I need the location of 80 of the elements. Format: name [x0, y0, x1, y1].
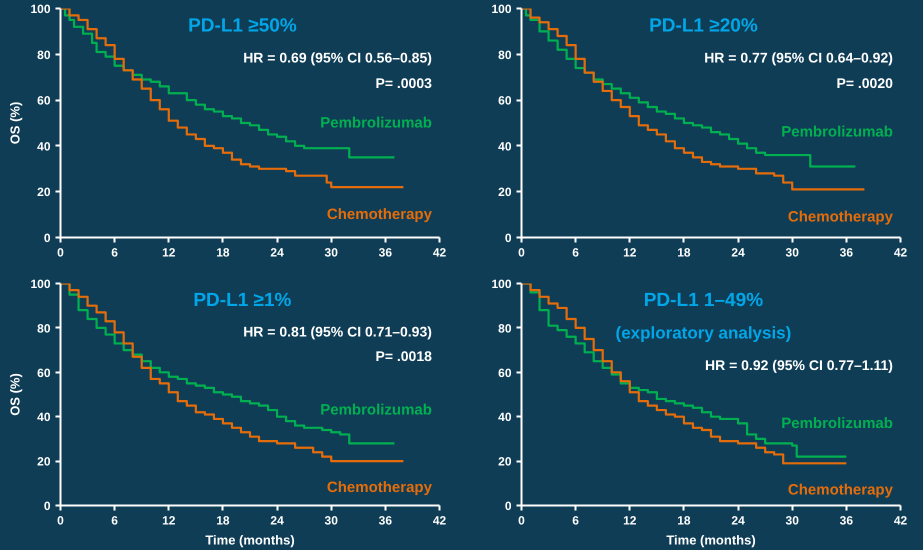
x-tick-label: 42: [894, 514, 908, 528]
x-tick-label: 24: [270, 246, 284, 260]
x-tick-label: 18: [216, 514, 230, 528]
x-tick-label: 0: [518, 514, 526, 528]
x-tick-label: 42: [894, 246, 908, 260]
y-tick-label: 20: [37, 185, 51, 200]
y-tick-label: 40: [498, 139, 512, 154]
y-tick-label: 100: [30, 277, 51, 291]
x-tick-label: 36: [840, 246, 854, 260]
x-axis-title: Time (months): [666, 532, 756, 548]
y-tick-label: 20: [498, 185, 512, 200]
x-tick-label: 12: [162, 246, 176, 260]
x-tick-label: 18: [677, 246, 691, 260]
x-tick-label: 6: [111, 246, 118, 260]
x-tick-label: 6: [572, 514, 580, 528]
annotation: P= .0020: [836, 74, 894, 91]
y-tick-label: 20: [498, 454, 512, 469]
chart-title: PD-L1 ≥20%: [649, 15, 758, 36]
annotation: HR = 0.92 (95% CI 0.77–1.11): [704, 356, 893, 373]
text: (exploratory analysis): [616, 323, 792, 342]
x-tick-label: 36: [840, 514, 854, 528]
y-tick-label: 40: [498, 410, 512, 424]
x-tick-label: 24: [270, 514, 284, 528]
y-tick-label: 100: [491, 277, 512, 291]
series-label: Pembrolizumab: [320, 402, 432, 419]
chart-title: PD-L1 ≥1%: [193, 290, 292, 312]
annotation: HR = 0.77 (95% CI 0.64–0.92): [704, 50, 893, 66]
series-label: Chemotherapy: [326, 206, 433, 224]
y-tick-label: 80: [37, 48, 51, 62]
series-label: Chemotherapy: [788, 481, 894, 498]
x-tick-label: 42: [432, 514, 446, 528]
y-axis-title: OS (%): [7, 373, 22, 416]
x-tick-label: 0: [57, 514, 64, 528]
y-tick-label: 80: [498, 321, 512, 336]
y-tick-label: 80: [498, 48, 512, 62]
annotation: HR = 0.81 (95% CI 0.71–0.93): [243, 323, 432, 340]
y-tick-label: 80: [37, 321, 51, 336]
x-tick-label: 12: [162, 514, 176, 528]
x-tick-label: 30: [324, 246, 338, 260]
y-tick-label: 40: [37, 139, 51, 154]
series-label: Pembrolizumab: [781, 414, 893, 432]
y-tick-label: 60: [37, 366, 51, 380]
series-label: Pembrolizumab: [320, 114, 432, 132]
x-tick-label: 30: [324, 514, 338, 528]
x-tick-label: 6: [111, 514, 118, 528]
y-tick-label: 0: [44, 231, 51, 245]
x-tick-label: 12: [623, 246, 637, 260]
x-tick-label: 30: [786, 514, 800, 528]
y-tick-label: 60: [498, 366, 512, 380]
x-tick-label: 36: [378, 246, 392, 260]
chart-title: PD-L1 ≥50%: [188, 15, 297, 36]
series-label: Chemotherapy: [788, 208, 894, 226]
x-tick-label: 18: [677, 514, 691, 528]
y-tick-label: 20: [37, 454, 51, 469]
y-tick-label: 0: [44, 499, 51, 513]
chart-title: PD-L1 1–49%: [644, 290, 764, 312]
x-tick-label: 0: [57, 246, 64, 260]
x-tick-label: 36: [378, 514, 392, 528]
series-label: Pembrolizumab: [781, 124, 893, 141]
x-tick-label: 12: [623, 514, 637, 528]
x-tick-label: 6: [572, 246, 580, 260]
y-tick-label: 60: [37, 94, 51, 108]
y-tick-label: 100: [491, 2, 512, 16]
x-tick-label: 42: [432, 246, 446, 260]
annotation: P= .0003: [375, 74, 432, 91]
x-tick-label: 24: [731, 246, 746, 260]
x-tick-label: 18: [216, 246, 230, 260]
y-tick-label: 40: [37, 410, 51, 424]
series-label: Chemotherapy: [326, 479, 433, 496]
x-axis-title: Time (months): [205, 532, 295, 548]
x-tick-label: 30: [786, 246, 800, 260]
y-tick-label: 0: [504, 231, 512, 245]
annotation: P= .0018: [375, 348, 432, 364]
y-axis-title: OS (%): [7, 102, 22, 144]
x-tick-label: 0: [518, 246, 526, 260]
y-tick-label: 0: [504, 499, 512, 513]
x-tick-label: 24: [731, 514, 746, 528]
y-tick-label: 60: [498, 94, 512, 108]
annotation: HR = 0.69 (95% CI 0.56–0.85): [243, 50, 432, 66]
y-tick-label: 100: [30, 2, 51, 16]
